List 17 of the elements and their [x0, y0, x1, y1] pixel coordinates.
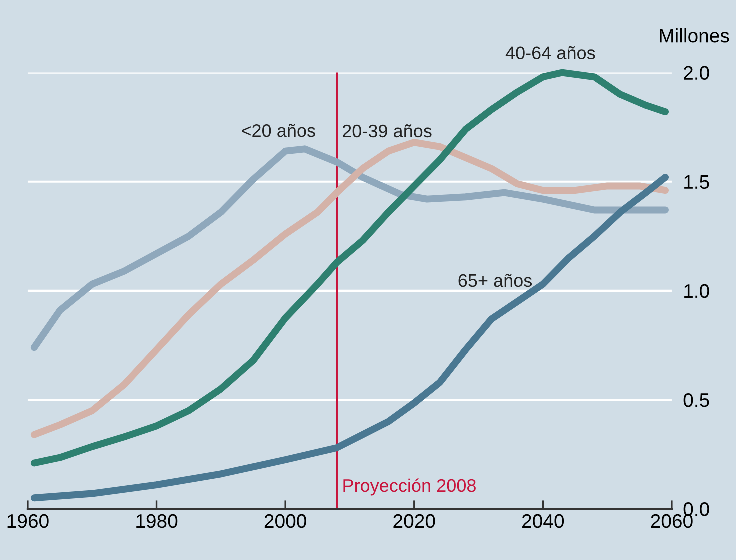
x-tick-label: 2040	[522, 514, 564, 528]
y-tick-label: 0.5	[684, 393, 710, 408]
x-tick-label: 2060	[651, 514, 693, 528]
y-tick-label: 1.0	[684, 284, 710, 298]
series-label: 65+ años	[458, 274, 532, 288]
x-tick-label: 1980	[136, 514, 178, 528]
x-tick-label: 2020	[394, 514, 436, 528]
y-tick-label: 2.0	[684, 66, 710, 80]
ref-line-label: Proyección 2008	[344, 478, 476, 496]
y-tick-label: 1.5	[684, 176, 710, 190]
y-axis-title: Millones	[660, 28, 730, 43]
series-label: 20-39 años	[342, 124, 432, 138]
x-tick-label: 2000	[264, 514, 306, 528]
y-tick-label: 0.0	[684, 502, 710, 516]
series-label: 40-64 años	[506, 46, 596, 60]
series-label: <20 años	[242, 124, 316, 138]
x-tick-label: 1960	[8, 514, 49, 528]
